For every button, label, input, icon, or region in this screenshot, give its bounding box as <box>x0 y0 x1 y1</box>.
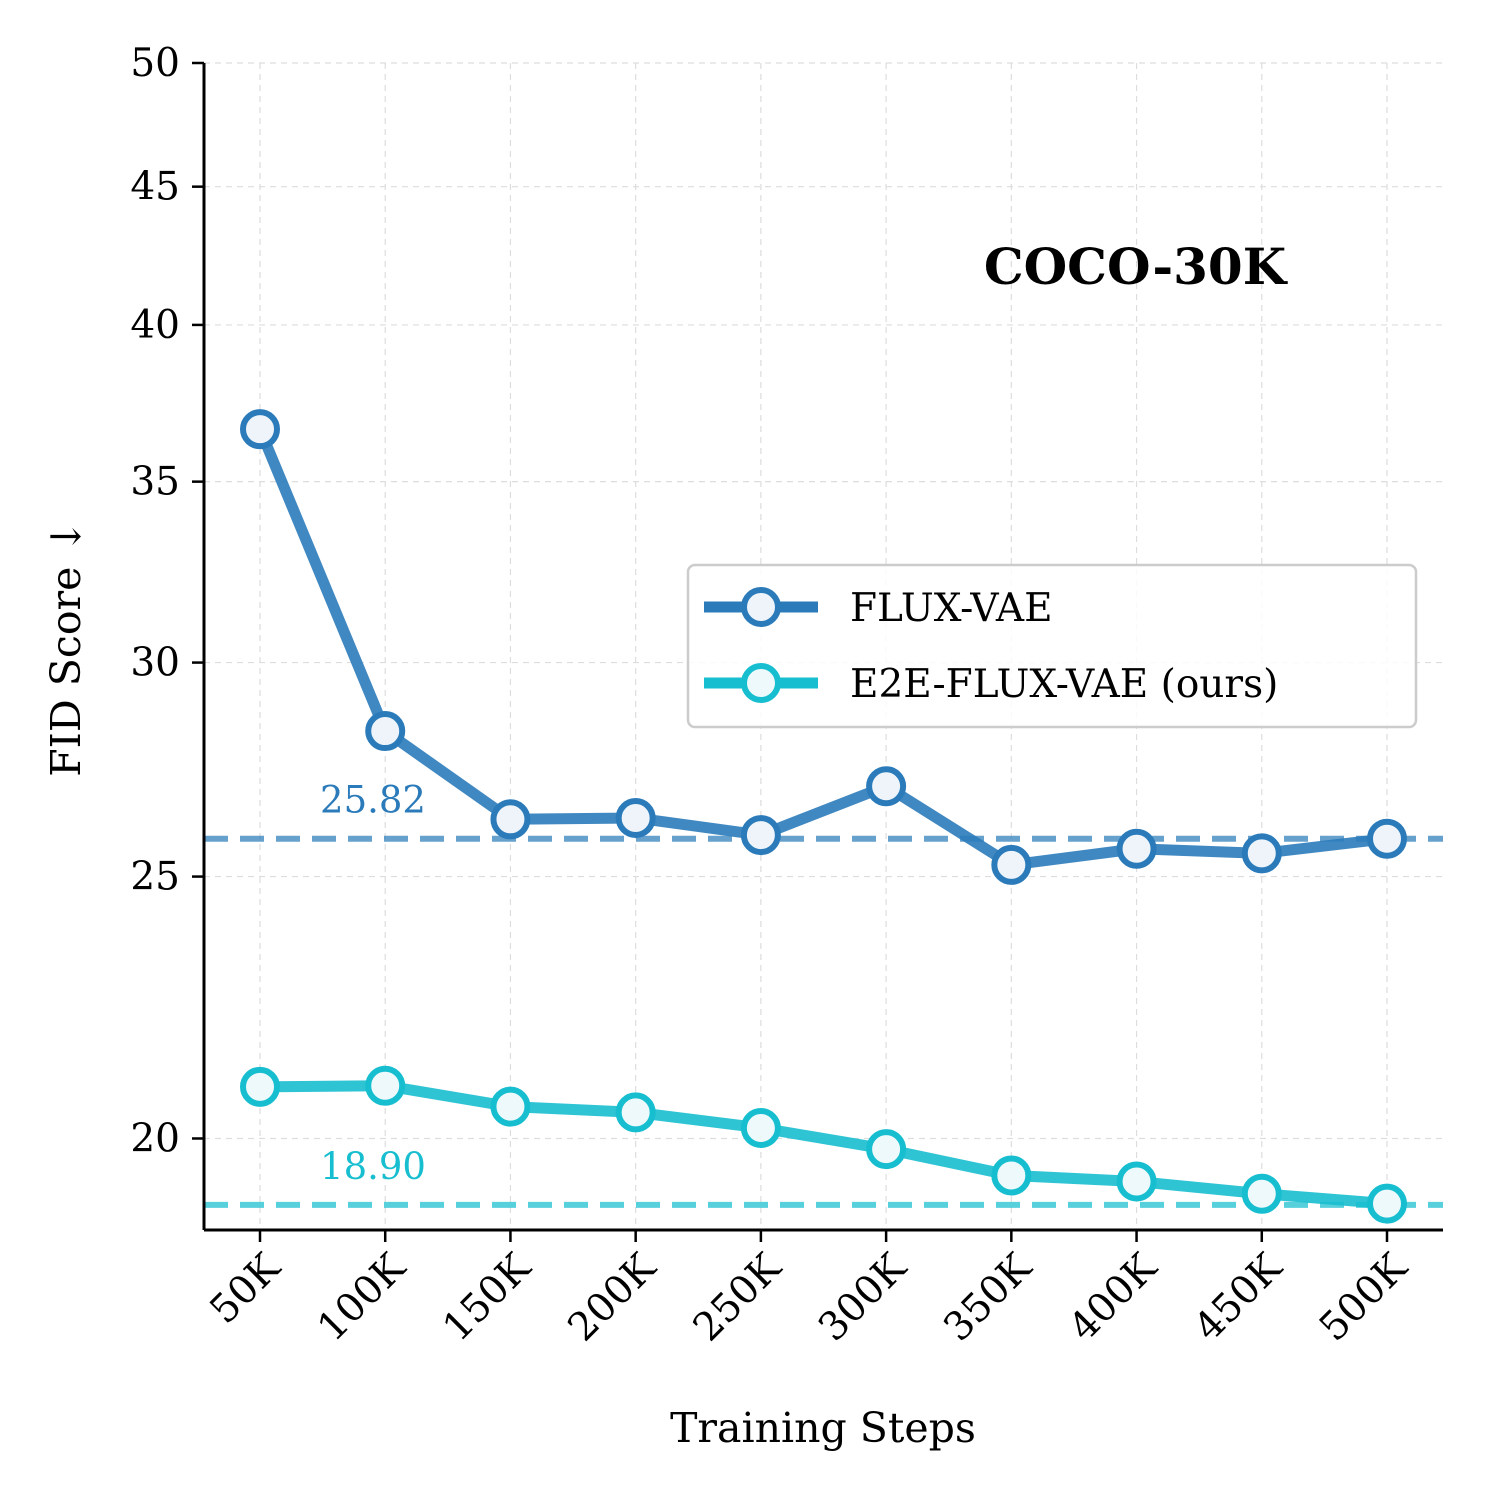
data-point <box>490 799 531 840</box>
x-tick-label: 300K <box>810 1245 916 1351</box>
data-point <box>1116 828 1157 869</box>
legend-marker-flux-vae <box>741 587 781 627</box>
data-point <box>991 844 1032 885</box>
data-point <box>1241 833 1282 874</box>
legend-entry-e2e-flux-vae: E2E-FLUX-VAE (ours) <box>704 662 1278 707</box>
series-line <box>254 1080 1393 1210</box>
x-tick-label: 100K <box>309 1245 415 1351</box>
data-point <box>991 1155 1032 1196</box>
data-point <box>365 1065 406 1106</box>
data-point <box>615 1092 656 1133</box>
data-point <box>365 711 406 752</box>
data-point <box>866 766 907 807</box>
data-point <box>740 815 781 856</box>
data-point <box>490 1086 531 1127</box>
y-axis-title: FID Score ↓ <box>42 519 90 777</box>
x-tick-label: 150K <box>434 1245 540 1351</box>
legend-label-e2e-flux-vae: E2E-FLUX-VAE (ours) <box>850 662 1278 707</box>
x-tick-label: 200K <box>560 1245 666 1351</box>
legend-label-flux-vae: FLUX-VAE <box>850 586 1053 631</box>
series-line <box>254 423 1393 871</box>
data-point <box>1367 818 1407 859</box>
legend-frame <box>686 563 1418 729</box>
data-point <box>1367 1183 1407 1224</box>
series <box>240 409 1407 1224</box>
x-tick-label: 400K <box>1061 1245 1167 1351</box>
x-tick-label: 50K <box>202 1245 290 1333</box>
data-point <box>615 797 656 838</box>
x-tick-label: 250K <box>685 1245 791 1351</box>
x-tick-label: 500K <box>1311 1245 1417 1351</box>
legend-marker-e2e-flux-vae <box>741 663 781 703</box>
y-tick-label: 45 <box>130 165 180 210</box>
y-tick-label: 35 <box>130 460 180 505</box>
x-tick-label: 450K <box>1186 1245 1292 1351</box>
data-point <box>1241 1173 1282 1214</box>
legend-entry-flux-vae: FLUX-VAE <box>704 586 1053 631</box>
y-tick-label: 20 <box>130 1116 180 1161</box>
data-point <box>866 1129 907 1170</box>
reference-label: 25.82 <box>320 779 426 822</box>
data-point <box>240 1066 280 1107</box>
y-tick-label: 50 <box>130 41 180 86</box>
reference-lines: 25.82 18.90 <box>204 779 1443 1208</box>
data-point <box>1116 1161 1157 1202</box>
reference-label: 18.90 <box>320 1145 426 1188</box>
y-tick-label: 30 <box>130 641 180 686</box>
chart-title: COCO-30K <box>984 237 1288 296</box>
data-point <box>740 1107 781 1148</box>
x-axis-title: Training Steps <box>670 1404 976 1452</box>
x-tick-label: 350K <box>935 1245 1041 1351</box>
data-point <box>240 409 280 450</box>
y-tick-label: 40 <box>130 303 180 348</box>
legend: FLUX-VAE E2E-FLUX-VAE (ours) <box>686 563 1418 729</box>
y-tick-label: 25 <box>130 855 180 900</box>
